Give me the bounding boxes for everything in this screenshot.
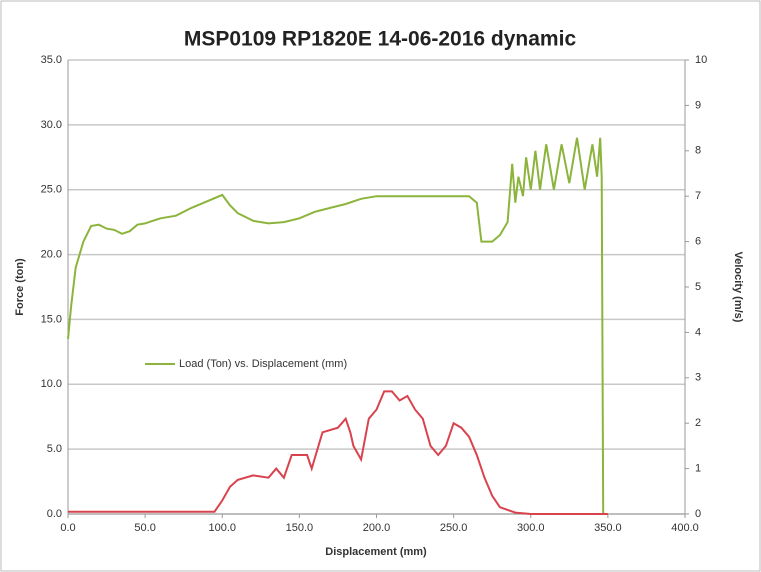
y2-tick-label: 7	[695, 190, 701, 202]
y2-tick-label: 0	[695, 508, 701, 520]
series-line	[68, 390, 608, 515]
y-tick-label: 25.0	[41, 184, 62, 196]
legend-label: Load (Ton) vs. Displacement (mm)	[179, 358, 348, 370]
y2-tick-label: 5	[695, 281, 701, 293]
y-tick-label: 30.0	[41, 119, 62, 131]
y2-tick-label: 2	[695, 417, 701, 429]
series-line	[67, 137, 605, 515]
x-tick-label: 0.0	[60, 522, 75, 534]
y-tick-label: 10.0	[41, 378, 62, 390]
x-tick-label: 300.0	[517, 522, 545, 534]
y2-tick-label: 3	[695, 372, 701, 384]
x-tick-label: 250.0	[440, 522, 468, 534]
y2-tick-label: 4	[695, 326, 701, 338]
x-tick-label: 350.0	[594, 522, 622, 534]
x-tick-label: 400.0	[671, 522, 699, 534]
x-tick-label: 50.0	[134, 522, 155, 534]
x-axis-label: Displacement (mm)	[325, 546, 427, 558]
y-tick-label: 35.0	[41, 54, 62, 66]
legend: Load (Ton) vs. Displacement (mm)	[145, 358, 365, 370]
y-tick-label: 20.0	[41, 248, 62, 260]
legend-swatch	[145, 363, 175, 366]
y2-tick-label: 6	[695, 236, 701, 248]
chart-title: MSP0109 RP1820E 14-06-2016 dynamic	[184, 28, 577, 51]
y-tick-label: 0.0	[47, 508, 62, 520]
x-tick-label: 100.0	[208, 522, 236, 534]
y2-tick-label: 9	[695, 99, 701, 111]
y-tick-label: 15.0	[41, 313, 62, 325]
y2-tick-label: 1	[695, 463, 701, 475]
y2-axis-label: Velocity (m/s)	[732, 252, 744, 323]
y2-tick-label: 8	[695, 145, 701, 157]
y2-tick-label: 10	[695, 54, 707, 66]
x-tick-label: 150.0	[286, 522, 314, 534]
x-tick-label: 200.0	[363, 522, 391, 534]
legend-item: Load (Ton) vs. Displacement (mm)	[145, 358, 365, 370]
y-axis-label: Force (ton)	[14, 258, 26, 316]
y-tick-label: 5.0	[47, 443, 62, 455]
